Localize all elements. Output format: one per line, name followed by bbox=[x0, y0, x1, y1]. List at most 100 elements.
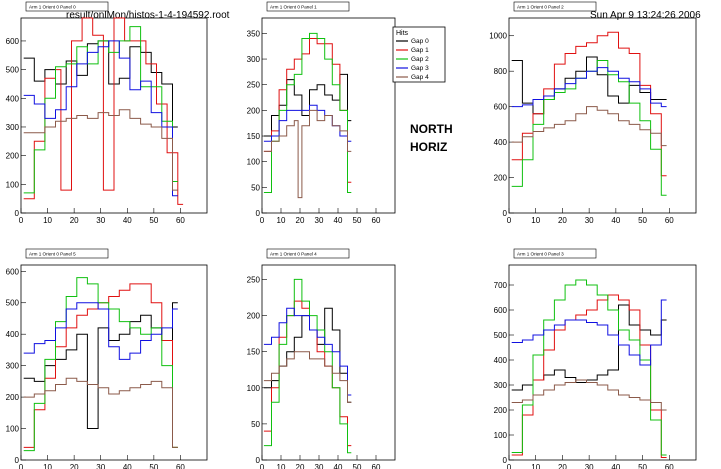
chart-title: Arm 1 Orient 0 Panel 1 bbox=[270, 5, 317, 10]
y-tick-label: 300 bbox=[6, 123, 20, 132]
y-tick-label: 600 bbox=[494, 306, 508, 315]
y-tick-label: 400 bbox=[6, 330, 20, 339]
y-tick-label: 100 bbox=[6, 180, 20, 189]
x-tick-label: 30 bbox=[315, 463, 324, 469]
x-tick-label: 10 bbox=[277, 216, 286, 225]
chart-title-box bbox=[25, 248, 109, 259]
y-tick-label: 50 bbox=[251, 420, 260, 429]
x-tick-label: 10 bbox=[43, 216, 52, 225]
series-gap-3 bbox=[263, 104, 352, 142]
y-tick-label: 300 bbox=[6, 362, 20, 371]
y-tick-label: 200 bbox=[247, 312, 261, 321]
y-tick-label: 400 bbox=[494, 138, 508, 147]
x-tick-label: 20 bbox=[70, 463, 79, 469]
x-tick-label: 10 bbox=[531, 216, 540, 225]
y-tick-label: 100 bbox=[247, 384, 261, 393]
series-gap-4 bbox=[263, 109, 352, 199]
x-tick-label: 0 bbox=[260, 216, 265, 225]
y-tick-label: 150 bbox=[247, 132, 261, 141]
y-tick-label: 50 bbox=[251, 183, 260, 192]
y-tick-label: 500 bbox=[6, 299, 20, 308]
y-tick-label: 150 bbox=[247, 348, 261, 357]
x-tick-label: 30 bbox=[96, 216, 105, 225]
series-gap-4 bbox=[511, 379, 667, 411]
x-tick-label: 20 bbox=[70, 216, 79, 225]
series-gap-3 bbox=[23, 40, 178, 197]
series-gap-0 bbox=[23, 40, 178, 128]
y-tick-label: 350 bbox=[247, 29, 261, 38]
y-tick-label: 0 bbox=[15, 209, 20, 218]
series-gap-1 bbox=[511, 31, 667, 177]
x-tick-label: 10 bbox=[43, 463, 52, 469]
y-tick-label: 0 bbox=[256, 209, 261, 218]
legend-title: Hits bbox=[396, 30, 409, 37]
y-tick-label: 0 bbox=[256, 456, 261, 465]
series-gap-0 bbox=[263, 73, 352, 137]
y-tick-label: 200 bbox=[494, 406, 508, 415]
x-tick-label: 20 bbox=[558, 463, 567, 469]
series-gap-3 bbox=[263, 307, 352, 396]
legend-entry: Gap 1 bbox=[411, 47, 429, 54]
chart-title: Arm 1 Orient 0 Panel 5 bbox=[29, 252, 76, 257]
series-gap-3 bbox=[23, 302, 178, 360]
y-tick-label: 200 bbox=[494, 174, 508, 183]
y-tick-label: 1000 bbox=[489, 32, 507, 41]
series-gap-3 bbox=[511, 299, 667, 366]
y-tick-label: 700 bbox=[494, 281, 508, 290]
y-tick-label: 100 bbox=[6, 425, 20, 434]
chart-title-box bbox=[266, 248, 350, 259]
x-tick-label: 50 bbox=[638, 216, 647, 225]
chart-title: Arm 1 Orient 0 Panel 0 bbox=[29, 5, 76, 10]
y-tick-label: 400 bbox=[494, 356, 508, 365]
plot-frame bbox=[20, 264, 208, 461]
series-gap-4 bbox=[23, 109, 178, 191]
x-tick-label: 40 bbox=[334, 463, 343, 469]
x-tick-label: 40 bbox=[123, 216, 132, 225]
x-tick-label: 40 bbox=[123, 463, 132, 469]
chart-title: Arm 1 Orient 0 Panel 4 bbox=[270, 252, 317, 257]
x-tick-label: 40 bbox=[611, 216, 620, 225]
series-gap-1 bbox=[511, 294, 667, 458]
series-gap-2 bbox=[263, 32, 352, 193]
plot-frame bbox=[261, 264, 396, 461]
plot-frame bbox=[508, 17, 697, 214]
y-tick-label: 400 bbox=[6, 94, 20, 103]
y-tick-label: 0 bbox=[15, 456, 20, 465]
series-gap-2 bbox=[511, 279, 667, 456]
x-tick-label: 0 bbox=[19, 463, 24, 469]
y-tick-label: 600 bbox=[494, 103, 508, 112]
x-tick-label: 30 bbox=[585, 463, 594, 469]
series-gap-4 bbox=[23, 377, 178, 448]
x-tick-label: 30 bbox=[585, 216, 594, 225]
x-tick-label: 60 bbox=[372, 463, 381, 469]
x-tick-label: 60 bbox=[665, 463, 674, 469]
series-gap-2 bbox=[23, 26, 178, 194]
series-gap-2 bbox=[263, 278, 352, 454]
x-tick-label: 40 bbox=[334, 216, 343, 225]
y-tick-label: 0 bbox=[503, 456, 508, 465]
series-gap-4 bbox=[511, 106, 667, 147]
y-tick-label: 200 bbox=[6, 393, 20, 402]
x-tick-label: 60 bbox=[665, 216, 674, 225]
chart-title-box bbox=[266, 1, 350, 12]
chart-title-box bbox=[513, 248, 597, 259]
chart-title: Arm 1 Orient 0 Panel 2 bbox=[517, 5, 564, 10]
y-tick-label: 600 bbox=[6, 267, 20, 276]
series-gap-3 bbox=[511, 67, 667, 108]
x-tick-label: 0 bbox=[507, 463, 512, 469]
x-tick-label: 10 bbox=[531, 463, 540, 469]
y-tick-label: 0 bbox=[503, 209, 508, 218]
x-tick-label: 60 bbox=[176, 463, 185, 469]
series-gap-0 bbox=[511, 304, 667, 391]
x-tick-label: 0 bbox=[19, 216, 24, 225]
legend-entry: Gap 3 bbox=[411, 65, 429, 72]
x-tick-label: 20 bbox=[558, 216, 567, 225]
legend-box bbox=[392, 26, 446, 83]
y-tick-label: 200 bbox=[247, 106, 261, 115]
legend-entry: Gap 0 bbox=[411, 38, 429, 45]
x-tick-label: 20 bbox=[296, 216, 305, 225]
x-tick-label: 50 bbox=[353, 463, 362, 469]
chart-title: Arm 1 Orient 0 Panel 3 bbox=[517, 252, 564, 257]
x-tick-label: 30 bbox=[315, 216, 324, 225]
